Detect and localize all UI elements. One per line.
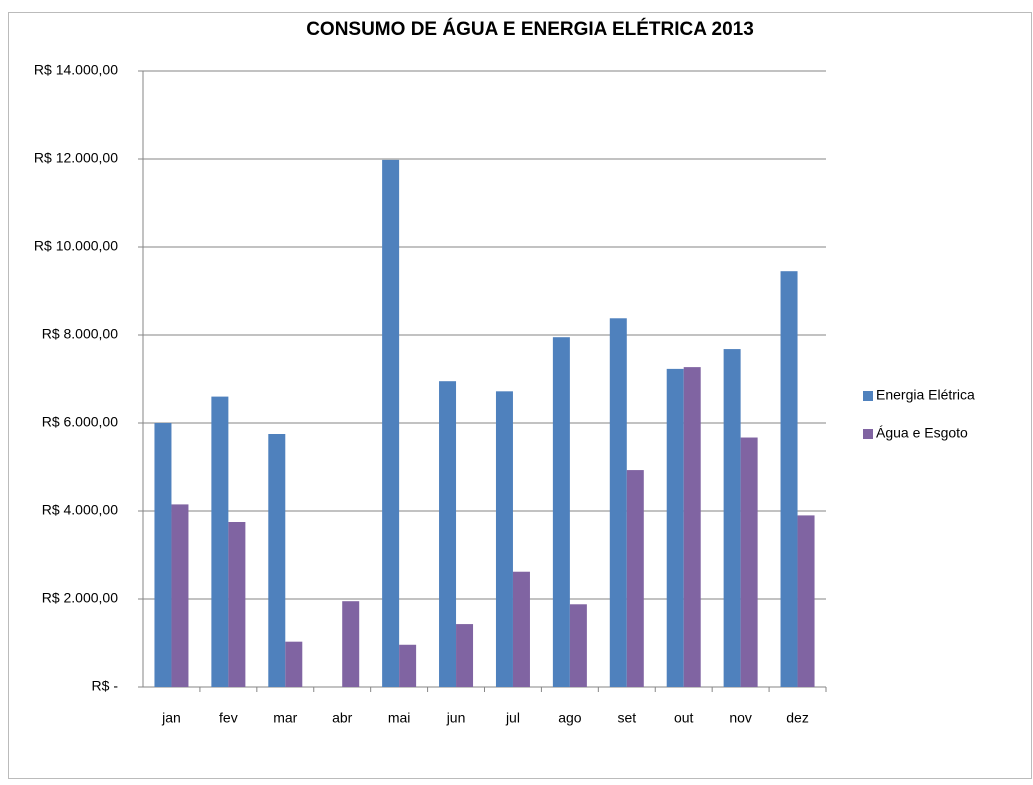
bar: [723, 349, 741, 687]
x-tick-label: dez: [786, 710, 809, 726]
bar: [456, 624, 474, 687]
y-tick-label: R$ 10.000,00: [34, 238, 118, 254]
x-tick-label: out: [674, 710, 694, 726]
bar: [512, 571, 530, 687]
bar: [609, 318, 627, 687]
x-tick-label: mar: [273, 710, 297, 726]
x-tick-label: ago: [558, 710, 582, 726]
bar: [342, 601, 360, 687]
bar: [666, 368, 684, 687]
bar: [399, 644, 417, 687]
x-tick-label: mai: [388, 710, 411, 726]
y-tick-label: R$ 8.000,00: [42, 326, 118, 342]
bar: [552, 337, 570, 687]
y-tick-label: R$ 2.000,00: [42, 590, 118, 606]
x-tick-label: nov: [729, 710, 752, 726]
legend-swatch: [863, 429, 873, 439]
bar: [780, 271, 798, 687]
bar: [268, 434, 286, 687]
bar: [171, 504, 189, 687]
bar: [626, 470, 644, 687]
x-tick-label: jun: [446, 710, 466, 726]
bar: [382, 159, 400, 687]
y-tick-label: R$ 14.000,00: [34, 62, 118, 78]
x-tick-label: jul: [505, 710, 520, 726]
bar: [228, 522, 246, 687]
bar: [569, 604, 587, 687]
x-tick-label: jan: [161, 710, 181, 726]
x-tick-label: abr: [332, 710, 353, 726]
x-tick-label: set: [617, 710, 636, 726]
chart-title: CONSUMO DE ÁGUA E ENERGIA ELÉTRICA 2013: [306, 18, 754, 40]
legend-label: Água e Esgoto: [876, 425, 968, 441]
x-tick-label: fev: [219, 710, 238, 726]
y-tick-label: R$ 4.000,00: [42, 502, 118, 518]
bar: [154, 423, 172, 687]
y-tick-label: R$ -: [92, 678, 119, 694]
y-tick-label: R$ 12.000,00: [34, 150, 118, 166]
bar: [211, 396, 229, 687]
bar: [439, 381, 457, 687]
bar: [797, 515, 815, 687]
y-tick-label: R$ 6.000,00: [42, 414, 118, 430]
bar: [285, 641, 303, 687]
bar: [740, 437, 758, 687]
legend-swatch: [863, 391, 873, 401]
legend-label: Energia Elétrica: [876, 387, 975, 403]
bar: [495, 391, 513, 687]
bar: [683, 367, 701, 687]
